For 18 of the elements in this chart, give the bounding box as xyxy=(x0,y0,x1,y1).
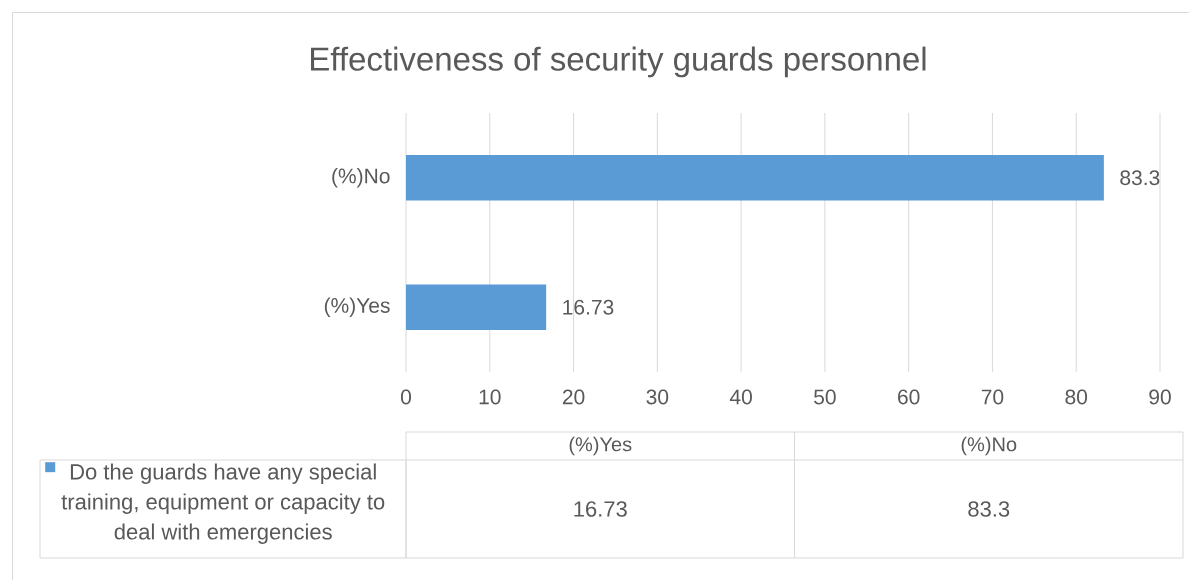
legend-label: Do the guards have any special training, equipment or capacity to deal with emergencies xyxy=(61,463,385,544)
data-label: 16.73 xyxy=(563,299,614,315)
x-tick-label: 80 xyxy=(1065,389,1088,405)
x-tick-label: 90 xyxy=(1149,389,1171,405)
text: 16.73 xyxy=(574,501,627,517)
x-tick-label: 0 xyxy=(400,389,412,405)
chart-title: Effectiveness of security guards personnel xyxy=(311,46,926,78)
x-tick-label: 60 xyxy=(898,389,920,405)
text: 83.3 xyxy=(968,501,1010,517)
x-tick-label: 50 xyxy=(814,389,836,405)
category-label: (%)No xyxy=(961,436,1017,456)
x-tick-label: 70 xyxy=(981,389,1004,405)
x-tick-label: 40 xyxy=(729,389,752,405)
x-tick-label: 10 xyxy=(479,389,501,405)
x-tick-label: 20 xyxy=(562,389,585,405)
x-tick-label: 30 xyxy=(646,389,669,405)
data-label: 83.3 xyxy=(1120,170,1160,186)
category-label: (%)Yes xyxy=(569,436,632,456)
